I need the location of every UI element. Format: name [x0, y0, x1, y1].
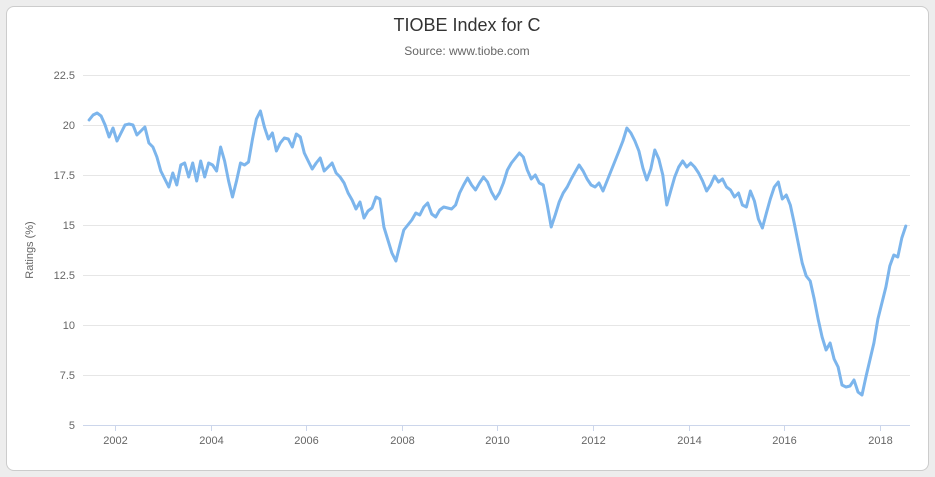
- y-tick-label: 10: [63, 320, 75, 332]
- x-tick-label: 2006: [294, 435, 318, 447]
- x-axis: [83, 425, 910, 431]
- y-tick-label: 17.5: [54, 170, 75, 182]
- x-tick-label: 2016: [772, 435, 796, 447]
- chart-card: [6, 6, 929, 471]
- x-tick-label: 2018: [868, 435, 892, 447]
- gridlines: [83, 75, 910, 376]
- chart-subtitle: Source: www.tiobe.com: [404, 44, 529, 58]
- x-tick-label: 2014: [677, 435, 701, 447]
- y-tick-label: 15: [63, 220, 75, 232]
- x-tick-label: 2010: [485, 435, 509, 447]
- x-tick-label: 2008: [390, 435, 414, 447]
- x-tick-label: 2004: [199, 435, 223, 447]
- series-group: [87, 109, 908, 397]
- series-line-c[interactable]: [87, 109, 908, 397]
- x-tick-label: 2012: [581, 435, 605, 447]
- y-tick-label: 20: [63, 120, 75, 132]
- y-tick-label: 12.5: [54, 270, 75, 282]
- y-axis-title: Ratings (%): [24, 221, 36, 278]
- tick-labels: 5 7.5 10 12.5 15 17.5 20 22.5 2002 2004 2006 2008 20…: [54, 70, 893, 447]
- x-tick-label: 2002: [103, 435, 127, 447]
- y-tick-label: 22.5: [54, 70, 75, 82]
- y-tick-label: 5: [69, 420, 75, 432]
- chart-title: TIOBE Index for C: [393, 15, 540, 35]
- y-tick-label: 7.5: [60, 370, 75, 382]
